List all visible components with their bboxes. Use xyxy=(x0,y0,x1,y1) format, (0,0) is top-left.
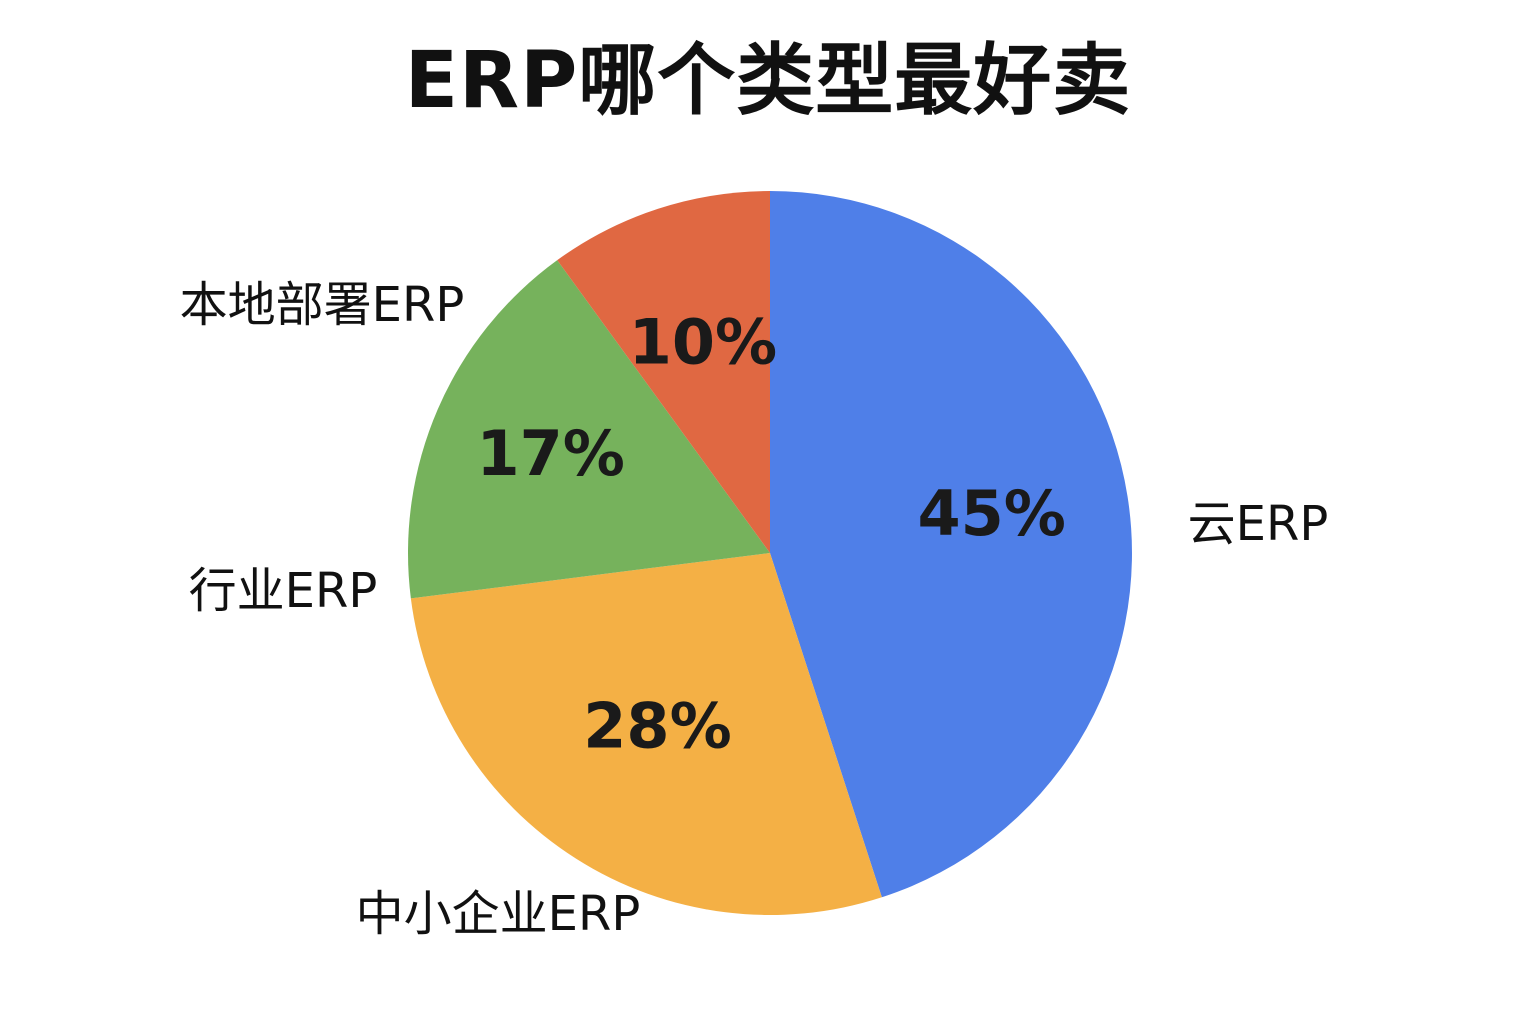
slice-label-cloud-erp: 云ERP xyxy=(1188,496,1329,552)
pie-labels: 45% 云ERP 28% 中小企业ERP 17% 行业ERP 10% 本地部署ERP xyxy=(180,277,1329,942)
slice-label-sme-erp: 中小企业ERP xyxy=(356,886,641,942)
pie-slices xyxy=(407,191,1132,915)
slice-value-industry-erp: 17% xyxy=(476,417,624,490)
slice-label-on-premise-erp: 本地部署ERP xyxy=(180,277,465,333)
slice-value-sme-erp: 28% xyxy=(583,689,731,762)
slice-value-cloud-erp: 45% xyxy=(917,477,1065,550)
slice-value-on-premise-erp: 10% xyxy=(629,305,777,378)
chart-title: ERP哪个类型最好卖 xyxy=(404,36,1132,126)
pie-slice-cloud-erp xyxy=(770,191,1132,898)
slice-label-industry-erp: 行业ERP xyxy=(189,563,378,619)
pie-slice-industry-erp xyxy=(407,260,770,599)
pie-slice-on-premise-erp xyxy=(557,191,770,553)
pie-slice-sme-erp xyxy=(410,553,882,915)
